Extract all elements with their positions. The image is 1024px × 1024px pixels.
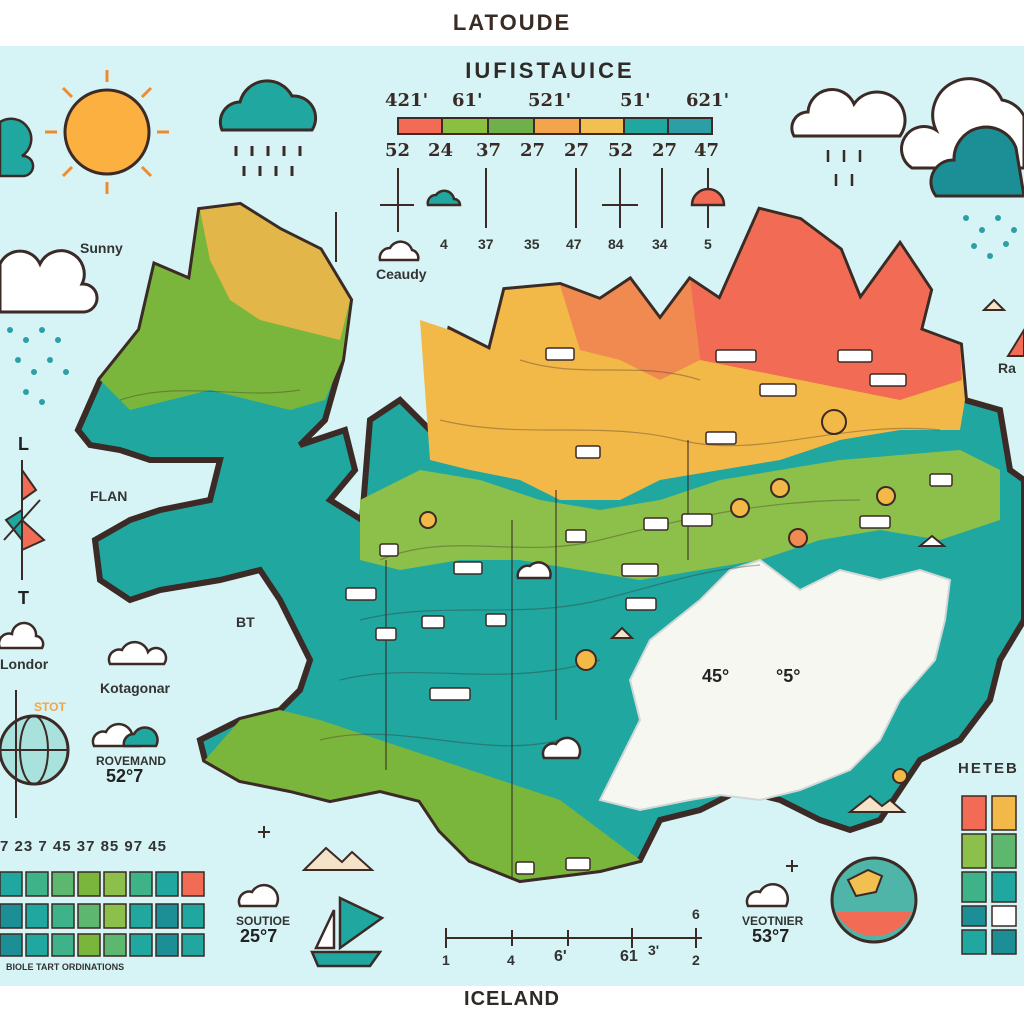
- legend-mid-value: 52: [608, 140, 634, 161]
- legend-title: IUFISTAUICE: [465, 58, 635, 83]
- legend-mid-value: 52: [385, 140, 411, 161]
- t-label: T: [18, 588, 29, 608]
- legend-mid-value: 37: [476, 140, 502, 161]
- right-bar-legend: [961, 795, 1017, 955]
- legend-top-value: 521': [528, 90, 572, 111]
- legend-top-value: 421': [385, 90, 429, 111]
- grid-marks: [258, 826, 798, 872]
- legend-bottom-value: 84: [608, 236, 624, 252]
- right-legend-title: HETEB: [958, 760, 1019, 777]
- legend-top-value: 621': [686, 90, 730, 111]
- ice-temp-a: 45°: [702, 666, 730, 686]
- legend-mid-value: 27: [520, 140, 546, 161]
- bottom-left-temp: 25°7: [240, 926, 278, 946]
- small-cloud-icons: [0, 117, 789, 908]
- legend-bottom-value: 35: [524, 236, 540, 252]
- bottom-right-temp-label: VEOTNIER: [742, 914, 804, 928]
- ice-temp-b: °5°: [776, 666, 801, 686]
- axis-label: 2: [692, 952, 700, 968]
- bottom-right-temp: 53°7: [752, 926, 790, 946]
- legend-bottom-value: 5: [704, 236, 712, 252]
- meridian-lines: [385, 440, 689, 880]
- stot-label: STOT: [34, 700, 66, 714]
- cloudy-label: Ceaudy: [376, 266, 427, 282]
- londor-label: Londor: [0, 656, 49, 672]
- left-scale-numbers: 7 23 7 45 37 85 97 45: [0, 838, 167, 855]
- legend-mid-value: 27: [564, 140, 590, 161]
- contour-lines: [119, 359, 941, 747]
- legend-bottom-value: 34: [652, 236, 668, 252]
- map-label-boxes: [345, 347, 953, 875]
- axis-corner-label: 6: [692, 906, 700, 922]
- flan-label: FLAN: [90, 488, 128, 504]
- compass-icon: [3, 460, 46, 580]
- sailboat-icon: [310, 896, 385, 968]
- l-label: L: [18, 434, 29, 454]
- top-title: LATOUDE: [452, 10, 572, 35]
- axis-label: 4: [507, 952, 515, 968]
- bottom-axis: [445, 928, 702, 948]
- rain-cloud-icon: [218, 79, 318, 176]
- globe-icon: [0, 690, 70, 818]
- bottom-title: ICELAND: [464, 988, 560, 1010]
- sunny-label: Sunny: [80, 240, 123, 256]
- sun-icon: [45, 70, 169, 194]
- legend-top-value: 61': [452, 90, 483, 111]
- legend-mid-value: 24: [428, 140, 454, 161]
- legend-bottom-value: 37: [478, 236, 494, 252]
- legend-color-bar: [397, 117, 713, 135]
- storm-cloud-icon: [900, 77, 1024, 259]
- right-globe-icon: [830, 856, 918, 944]
- map-sun-icons: [419, 409, 908, 784]
- ra-label: Ra: [998, 360, 1016, 376]
- mountain-icon: [301, 298, 1024, 871]
- left-temp: 52°7: [106, 766, 144, 786]
- axis-label: 61: [620, 948, 638, 965]
- left-rain-cloud-icon: [0, 249, 99, 405]
- legend-bottom-value: 4: [440, 236, 448, 252]
- left-bar-legend: [0, 871, 205, 957]
- axis-label: 1: [442, 952, 450, 968]
- legend-mid-value: 27: [652, 140, 678, 161]
- axis-label: 6': [554, 948, 567, 965]
- legend-bottom-value: 47: [566, 236, 582, 252]
- cloud-icon: [790, 87, 907, 186]
- legend-top-value: 51': [620, 90, 651, 111]
- axis-label: 3': [648, 942, 660, 958]
- kotagonar-label: Kotagonar: [100, 680, 170, 696]
- left-temp-label: ROVEMAND: [96, 754, 167, 768]
- scale-caption: BIOLE TART ORDINATIONS: [6, 962, 125, 972]
- bottom-left-temp-label: SOUTIOE: [236, 914, 291, 928]
- iceland-landmass: [74, 201, 1024, 884]
- bt-label: BT: [236, 614, 255, 630]
- legend-mid-value: 47: [694, 140, 720, 161]
